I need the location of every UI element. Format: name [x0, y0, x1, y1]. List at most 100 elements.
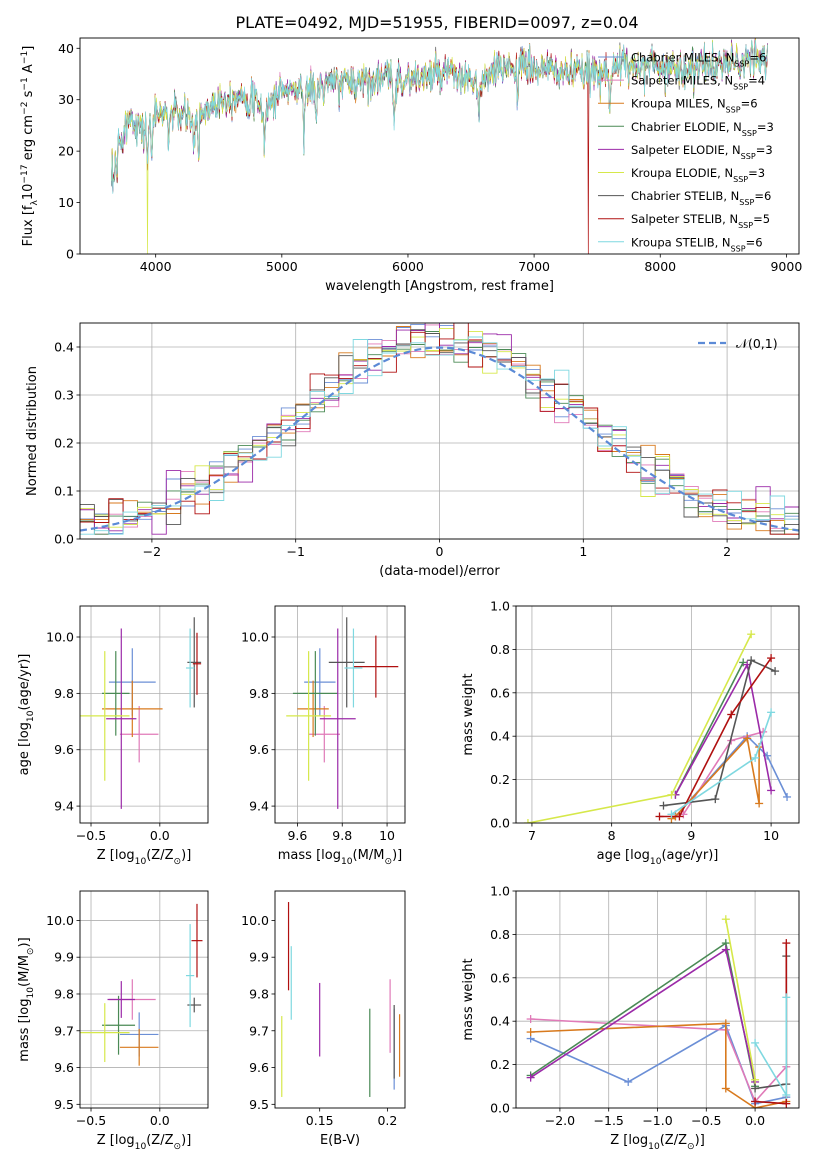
label-fragment: mass [log	[278, 848, 341, 863]
massweight-vs-metallicity-panel: −2.0 −1.5 −1.0 −0.5 0.0 0.0 0.2 0.4 0.6 0.8 1.0 Z […	[461, 884, 800, 1152]
weight-line-kroupa-miles	[530, 1022, 787, 1108]
label-fragment: ⊙	[174, 857, 182, 867]
plus-marker	[747, 630, 756, 639]
y-tick-label: 20	[58, 144, 74, 159]
plus-marker	[711, 795, 720, 804]
label-fragment: age [log	[597, 848, 650, 863]
plus-marker	[767, 786, 776, 795]
weight-line-kroupa-stelib	[754, 997, 788, 1096]
label-fragment: SSP	[741, 151, 756, 160]
weight-line-kroupa-elodie	[527, 633, 752, 823]
ticks: −2.0 −1.5 −1.0 −0.5 0.0 0.0 0.2 0.4 0.6 0.8 1.0	[490, 884, 765, 1129]
y-tick-label: 0.2	[54, 436, 74, 451]
errorbar-point	[107, 981, 136, 1018]
grid-lines	[516, 890, 799, 1109]
errorbar-point	[119, 706, 159, 763]
weight-line-chabrier-miles	[674, 735, 788, 818]
x-tick-label: 0.2	[377, 1113, 397, 1128]
plus-marker	[751, 1097, 760, 1106]
axes-frame	[79, 322, 800, 540]
x-axis-label: (data-model)/error	[379, 564, 500, 579]
y-axis-label: mass weight	[461, 958, 476, 1040]
normal-curve	[80, 346, 799, 532]
x-tick-label: −1.5	[594, 1113, 624, 1128]
x-tick-label: 10	[379, 828, 395, 843]
y-tick-label: 0.4	[54, 340, 74, 355]
label-fragment: =5	[753, 212, 770, 226]
x-tick-label: −1.0	[642, 1113, 672, 1128]
weight-line-salpeter-stelib	[755, 943, 788, 1105]
y-tick-label: 10.0	[241, 630, 269, 645]
x-tick-label: 6000	[392, 259, 424, 274]
y-tick-label: 10.0	[46, 913, 74, 928]
label-fragment: 10	[135, 1142, 147, 1152]
y-tick-label: 0.0	[490, 1101, 510, 1116]
x-tick-label: 0.15	[306, 1113, 334, 1128]
y-tick-label: 9.5	[54, 1097, 74, 1112]
weight-line-salpeter-stelib	[659, 657, 772, 818]
x-tick-label: 1	[579, 544, 587, 559]
y-tick-label: 9.6	[249, 742, 269, 757]
x-tick-label: −0.5	[76, 828, 106, 843]
label-fragment: Salpeter STELIB, N	[631, 212, 738, 226]
plus-marker	[721, 1019, 730, 1028]
grid-lines	[80, 606, 208, 823]
plot-area	[80, 323, 799, 539]
x-axis-label: E(B-V)	[320, 1133, 360, 1148]
label-fragment: (age/yr)]	[661, 848, 718, 863]
y-tick-label: 0.8	[490, 927, 510, 942]
histogram-kroupa-stelib	[80, 336, 799, 539]
y-tick-label: 9.5	[249, 1097, 269, 1112]
label-fragment: Z [log	[97, 1133, 135, 1148]
label-fragment: age [log	[17, 722, 32, 775]
ticks: 0.15 0.2 9.5 9.6 9.7 9.8 9.9 10.0	[241, 913, 397, 1128]
plus-marker	[782, 1099, 791, 1108]
label-fragment: Kroupa ELODIE, N	[631, 166, 733, 180]
label-fragment: Salpeter ELODIE, N	[631, 143, 741, 157]
label-fragment: ⊙	[384, 857, 392, 867]
grid-lines	[80, 891, 208, 1108]
mass-vs-metallicity-panel: −0.5 0.09.59.69.79.89.910.0Z [log10(Z/Z⊙)…	[17, 890, 209, 1152]
ticks: 7 8 9 10 0.0 0.2 0.4 0.6 0.8 1.0	[490, 599, 779, 844]
x-tick-label: −2	[143, 544, 161, 559]
errorbar-point	[304, 648, 336, 716]
plus-marker	[721, 945, 730, 954]
label-fragment: )]	[181, 848, 191, 863]
label-fragment: Z [log	[97, 848, 135, 863]
y-tick-label: 1.0	[490, 884, 510, 899]
axes-frame	[79, 37, 800, 255]
legend-label: Chabrier STELIB, NSSP=6	[631, 189, 771, 207]
y-tick-label: 0.2	[490, 772, 510, 787]
errorbar-point	[80, 651, 130, 781]
x-axis-label: Z [log10(Z/Z⊙)]	[97, 848, 192, 867]
label-fragment: =6	[741, 97, 758, 111]
plus-marker	[751, 1084, 760, 1093]
x-tick-label: 0.0	[150, 1113, 170, 1128]
axes-frame	[515, 605, 800, 824]
y-axis-label: mass [log10(M/M⊙)]	[17, 937, 36, 1061]
label-fragment: (M/M	[353, 848, 385, 863]
label-fragment: −2	[20, 102, 30, 115]
errorbar-point	[102, 680, 163, 738]
grid-lines	[275, 606, 405, 823]
x-tick-label: 7	[528, 828, 536, 843]
plus-marker	[751, 1075, 760, 1084]
errorbar-point	[292, 651, 338, 736]
spectrum-line-kroupa-stelib	[111, 39, 768, 194]
y-tick-label: 9.9	[249, 950, 269, 965]
mass-vs-ebv-panel: 0.15 0.2 9.5 9.6 9.7 9.8 9.9 10.0 E(B-V)	[241, 890, 406, 1148]
y-tick-label: 9.4	[249, 799, 269, 814]
x-tick-label: 4000	[140, 259, 172, 274]
y-axis-label: age [log10(age/yr)]	[17, 654, 36, 776]
label-fragment: )]	[392, 848, 402, 863]
plus-marker	[667, 790, 676, 799]
errorbar-point	[192, 632, 202, 695]
label-fragment: (Z/Z	[660, 1133, 687, 1148]
legend: 𝒩(0,1)	[698, 336, 778, 351]
residuals-panel: −2 −1 0 1 2 0.0 0.1 0.2 0.3 0.4 (data-model)/error…	[25, 322, 800, 579]
label-fragment: SSP	[734, 59, 749, 68]
label-fragment: =6	[746, 235, 763, 249]
